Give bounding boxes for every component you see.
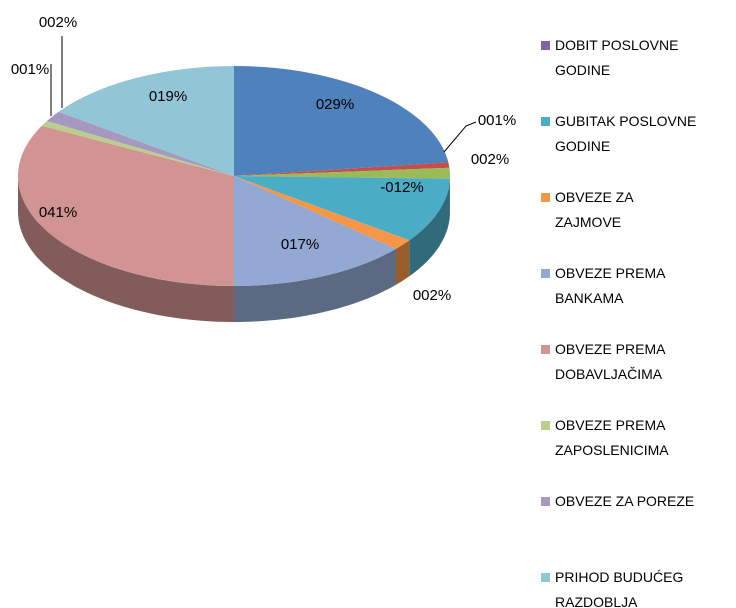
- pie-slice: [58, 66, 234, 176]
- pie-slice: [41, 121, 234, 176]
- pie-slice: [234, 162, 450, 176]
- pie-side: [409, 178, 450, 277]
- legend-label: OBVEZE PREMA DOBAVLJAČIMA: [555, 341, 665, 382]
- pie-slice: [234, 66, 449, 176]
- pie-side: [234, 248, 396, 322]
- legend-swatch: [541, 193, 550, 202]
- legend-swatch: [541, 117, 550, 126]
- data-label: 001%: [11, 61, 49, 78]
- data-label: 019%: [149, 88, 187, 105]
- pie-slice: [234, 176, 410, 249]
- pie-slice: [234, 167, 450, 179]
- pie-slice: [18, 125, 234, 286]
- data-label: 041%: [39, 204, 77, 221]
- data-label: -012%: [380, 179, 423, 196]
- legend-label: DOBIT POSLOVNE GODINE: [555, 37, 679, 78]
- pie-side: [396, 240, 410, 285]
- legend-swatch: [541, 573, 550, 582]
- legend-label: OBVEZE PREMA BANKAMA: [555, 265, 665, 306]
- data-label: 002%: [471, 151, 509, 168]
- legend-label: OBVEZE ZA POREZE: [555, 493, 695, 509]
- legend-label: OBVEZE ZA ZAJMOVE: [555, 189, 633, 230]
- data-label: 029%: [316, 96, 354, 113]
- legend-swatch: [541, 497, 550, 506]
- legend-swatch: [541, 269, 550, 278]
- leader-line: [443, 121, 477, 153]
- pie-side: [18, 176, 234, 322]
- pie-slice: [234, 176, 396, 286]
- legend-swatch: [541, 421, 550, 430]
- data-label: 002%: [413, 287, 451, 304]
- data-label: 017%: [281, 236, 319, 253]
- legend-label: OBVEZE PREMA ZAPOSLENICIMA: [555, 417, 669, 458]
- legend-label: PRIHOD BUDUĆEG RAZDOBLJA: [555, 569, 684, 608]
- legend-label: GUBITAK POSLOVNE GODINE: [555, 113, 697, 154]
- pie-slice: [234, 176, 450, 241]
- pie-slice: [46, 111, 235, 176]
- legend-swatch: [541, 41, 550, 50]
- legend-swatch: [541, 345, 550, 354]
- data-label: 001%: [478, 112, 516, 129]
- data-label: 002%: [39, 14, 77, 31]
